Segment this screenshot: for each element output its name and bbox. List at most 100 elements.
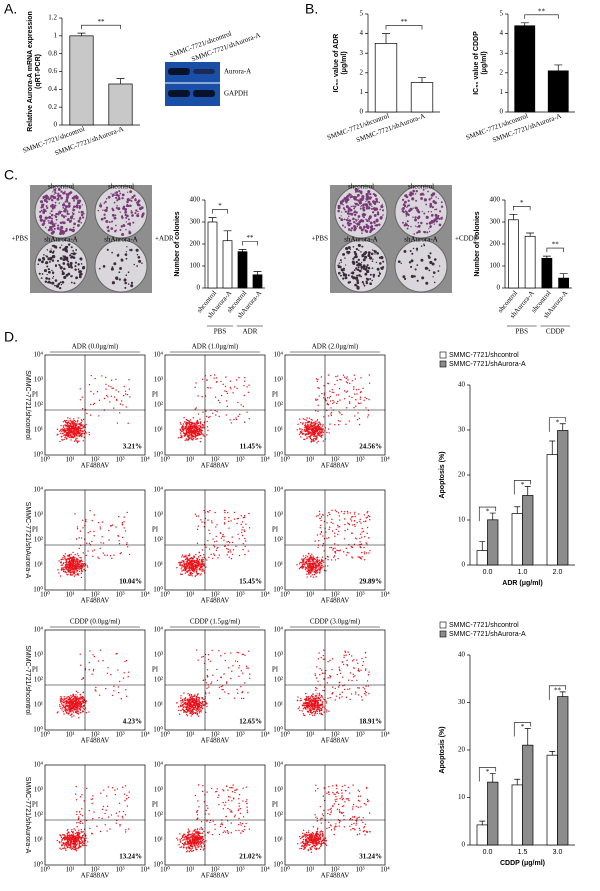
colony — [136, 203, 140, 207]
colony — [337, 264, 340, 267]
event-dot — [191, 426, 193, 428]
event-dot — [303, 428, 306, 431]
event-dot — [60, 432, 62, 434]
event-dot — [224, 511, 226, 514]
event-dot — [343, 398, 346, 400]
event-dot — [126, 393, 129, 396]
event-dot — [214, 511, 216, 514]
event-dot — [81, 844, 84, 846]
flow-tick: 10⁰ — [33, 726, 43, 734]
event-dot — [334, 383, 336, 386]
colony — [369, 282, 372, 286]
colony — [49, 212, 51, 214]
event-dot — [314, 430, 316, 432]
colony — [62, 255, 64, 257]
event-dot — [92, 670, 95, 672]
colony — [75, 276, 79, 280]
event-dot — [125, 406, 127, 408]
event-dot — [63, 562, 65, 564]
event-dot — [305, 558, 307, 561]
colony — [343, 218, 346, 221]
event-dot — [343, 376, 346, 378]
event-dot — [345, 554, 348, 556]
event-dot — [119, 823, 121, 826]
event-dot — [224, 516, 226, 519]
event-dot — [111, 524, 114, 526]
colony — [49, 221, 52, 225]
event-dot — [354, 511, 356, 513]
event-dot — [81, 567, 83, 569]
event-dot — [91, 802, 93, 805]
event-dot — [117, 391, 120, 393]
event-dot — [333, 532, 336, 534]
colony — [116, 199, 119, 202]
event-dot — [319, 422, 321, 424]
colony — [413, 233, 416, 235]
colony — [130, 284, 134, 288]
event-dot — [243, 394, 246, 397]
event-dot — [76, 822, 78, 824]
event-dot — [198, 434, 201, 436]
event-dot — [198, 558, 201, 561]
colony — [363, 204, 365, 207]
colony — [360, 251, 362, 253]
event-dot — [59, 834, 62, 837]
event-dot — [98, 557, 100, 560]
event-dot — [60, 569, 63, 571]
event-dot — [359, 541, 361, 543]
event-dot — [233, 518, 236, 520]
event-dot — [191, 564, 194, 567]
event-dot — [82, 676, 85, 679]
event-dot — [91, 673, 93, 675]
event-dot — [66, 838, 68, 840]
event-dot — [353, 388, 355, 390]
colony — [119, 229, 122, 231]
event-dot — [228, 516, 230, 519]
event-dot — [314, 561, 316, 563]
event-dot — [331, 391, 333, 394]
colony — [40, 277, 43, 280]
colony — [409, 250, 412, 252]
event-dot — [358, 513, 360, 515]
event-dot — [98, 817, 100, 819]
event-dot — [179, 564, 181, 567]
colony — [353, 250, 357, 254]
event-dot — [184, 572, 187, 574]
event-dot — [308, 553, 310, 555]
colony — [56, 226, 60, 230]
event-dot — [73, 436, 75, 438]
event-dot — [194, 431, 196, 434]
event-dot — [106, 805, 109, 808]
colony — [115, 196, 118, 199]
colony — [366, 264, 369, 267]
flow-tick: 10⁴ — [274, 486, 284, 494]
event-dot — [342, 374, 345, 376]
colony — [368, 197, 371, 199]
colony — [406, 220, 409, 223]
event-dot — [80, 576, 83, 579]
event-dot — [238, 664, 241, 667]
colony — [355, 198, 358, 201]
colony — [340, 218, 344, 222]
colony — [421, 276, 425, 280]
event-dot — [176, 567, 178, 569]
event-dot — [301, 558, 303, 560]
event-dot — [88, 433, 90, 436]
colony — [78, 207, 81, 210]
colony — [80, 263, 83, 265]
event-dot — [299, 427, 301, 430]
event-dot — [316, 561, 319, 564]
event-dot — [78, 562, 80, 564]
colony — [372, 258, 374, 260]
event-dot — [317, 425, 319, 427]
colony — [342, 271, 344, 273]
colony — [55, 205, 57, 207]
colony — [349, 193, 352, 196]
colony — [434, 201, 437, 205]
event-dot — [81, 432, 84, 435]
colony — [429, 225, 432, 229]
event-dot — [69, 842, 72, 845]
colony — [411, 252, 414, 255]
colony — [132, 221, 135, 224]
event-dot — [71, 421, 73, 424]
